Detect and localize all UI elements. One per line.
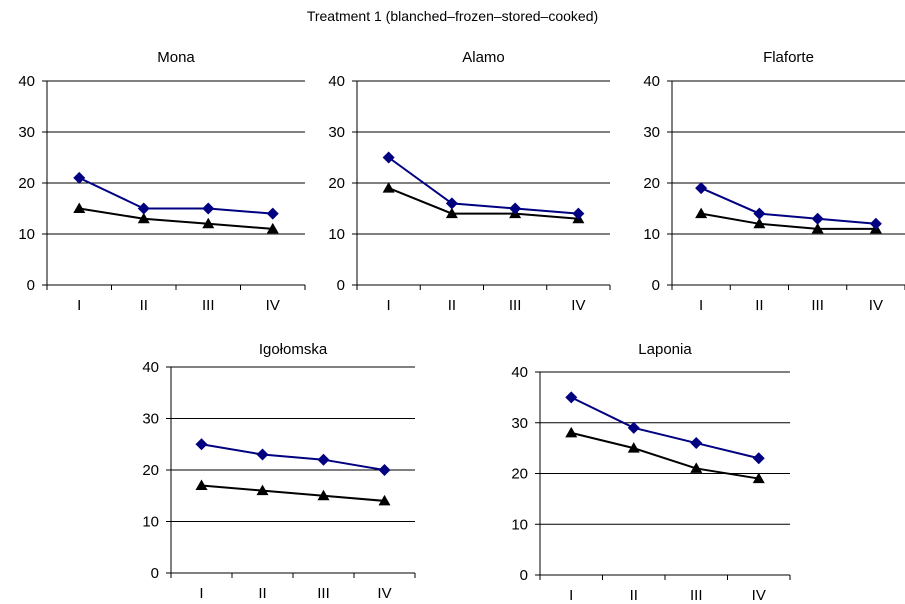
data-point-diamond	[753, 207, 766, 220]
data-point-triangle	[695, 207, 708, 219]
data-point-triangle	[811, 222, 824, 234]
data-point-triangle	[753, 217, 766, 229]
data-point-triangle	[137, 212, 150, 224]
data-point-triangle	[445, 207, 458, 219]
y-tick-label: 40	[511, 364, 528, 381]
series-line	[79, 207, 273, 230]
x-tick-label: II	[140, 297, 148, 314]
data-point-triangle	[690, 462, 703, 473]
data-point-diamond	[378, 464, 391, 476]
series-line	[78, 176, 273, 215]
y-tick-label: 10	[142, 514, 159, 531]
y-tick-label: 0	[27, 277, 35, 294]
y-tick-label: 40	[142, 359, 159, 376]
data-point-triangle	[627, 442, 640, 453]
y-tick-label: 20	[328, 175, 345, 192]
x-tick-label: I	[199, 585, 203, 602]
data-point-diamond	[572, 207, 585, 220]
y-tick-label: 10	[643, 226, 660, 243]
data-point-triangle	[266, 222, 279, 234]
series-line	[388, 156, 579, 215]
figure-title: Treatment 1 (blanched–frozen–stored–cook…	[306, 8, 599, 24]
series-line	[201, 484, 385, 502]
data-point-diamond	[869, 217, 882, 230]
data-point-triangle	[382, 182, 395, 193]
y-tick-label: 0	[151, 565, 159, 582]
data-point-diamond	[695, 182, 708, 195]
data-point-triangle	[73, 202, 86, 213]
x-tick-label: IV	[752, 587, 766, 604]
data-point-diamond	[509, 202, 522, 215]
x-tick-label: IV	[377, 585, 391, 602]
chart-title: Laponia	[638, 341, 692, 358]
data-point-diamond	[445, 197, 458, 210]
data-point-diamond	[202, 202, 215, 215]
y-tick-label: 10	[18, 226, 35, 243]
data-point-triangle	[202, 217, 215, 229]
series-line	[700, 212, 876, 230]
x-tick-label: III	[202, 297, 215, 314]
data-point-diamond	[195, 438, 208, 451]
y-tick-label: 10	[328, 226, 345, 243]
data-point-diamond	[317, 453, 330, 466]
y-tick-label: 10	[511, 516, 528, 533]
y-tick-label: 30	[328, 124, 345, 141]
y-tick-label: 30	[643, 124, 660, 141]
series-line	[571, 431, 759, 480]
chart-title: Mona	[157, 49, 195, 66]
series-line	[201, 443, 385, 471]
y-tick-label: 0	[652, 277, 660, 294]
data-point-triangle	[256, 484, 269, 496]
x-tick-label: I	[77, 297, 81, 314]
data-point-diamond	[73, 171, 86, 184]
data-point-diamond	[811, 212, 824, 225]
data-point-diamond	[752, 452, 765, 465]
data-point-diamond	[256, 448, 269, 461]
data-point-triangle	[378, 494, 391, 506]
data-point-triangle	[317, 489, 330, 501]
y-tick-label: 0	[520, 567, 528, 584]
y-tick-label: 40	[18, 73, 35, 90]
y-tick-label: 20	[643, 175, 660, 192]
chart-title: Igołomska	[259, 341, 328, 358]
data-point-diamond	[137, 202, 150, 215]
y-tick-label: 30	[142, 411, 159, 428]
x-tick-label: I	[699, 297, 703, 314]
y-tick-label: 40	[643, 73, 660, 90]
data-point-diamond	[627, 421, 640, 434]
x-tick-label: IV	[571, 297, 585, 314]
data-point-diamond	[690, 437, 703, 450]
y-tick-label: 0	[337, 277, 345, 294]
data-point-diamond	[565, 391, 578, 404]
y-tick-label: 30	[18, 124, 35, 141]
series-line	[388, 187, 579, 220]
y-tick-label: 20	[511, 466, 528, 483]
x-tick-label: III	[317, 585, 330, 602]
chart-title: Flaforte	[763, 49, 814, 66]
data-point-diamond	[382, 151, 395, 164]
y-tick-label: 20	[18, 175, 35, 192]
x-tick-label: IV	[869, 297, 883, 314]
x-tick-label: II	[258, 585, 266, 602]
y-tick-label: 30	[511, 415, 528, 432]
data-point-diamond	[266, 207, 279, 220]
x-tick-label: IV	[266, 297, 280, 314]
x-tick-label: I	[569, 587, 573, 604]
y-tick-label: 20	[142, 462, 159, 479]
series-line	[570, 396, 759, 460]
x-tick-label: III	[690, 587, 703, 604]
x-tick-label: II	[448, 297, 456, 314]
x-tick-label: III	[509, 297, 522, 314]
x-tick-label: III	[811, 297, 824, 314]
y-tick-label: 40	[328, 73, 345, 90]
x-tick-label: I	[387, 297, 391, 314]
chart-title: Alamo	[462, 49, 505, 66]
series-line	[700, 187, 876, 225]
x-tick-label: II	[755, 297, 763, 314]
data-point-triangle	[752, 472, 765, 484]
data-point-triangle	[565, 426, 578, 438]
data-point-triangle	[195, 479, 208, 490]
x-tick-label: II	[630, 587, 638, 604]
